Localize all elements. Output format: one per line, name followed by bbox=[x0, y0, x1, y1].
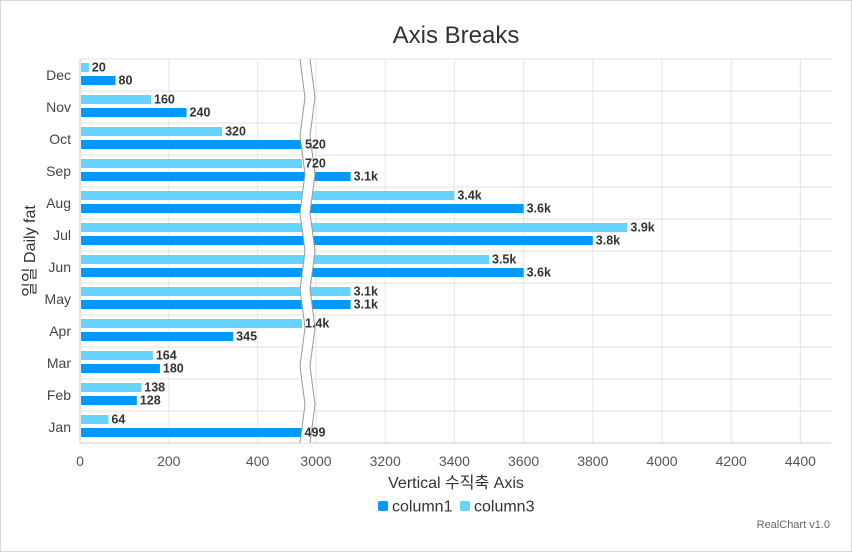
y-tick-label: May bbox=[45, 291, 71, 307]
bar-column1 bbox=[81, 108, 187, 117]
data-label: 1.4k bbox=[305, 317, 329, 331]
legend-marker bbox=[460, 501, 470, 511]
bar-column3 bbox=[81, 159, 302, 168]
x-tick-label: 4200 bbox=[716, 453, 747, 469]
credit-label: RealChart v1.0 bbox=[757, 519, 830, 531]
data-label: 3.6k bbox=[527, 202, 551, 216]
data-label: 160 bbox=[154, 93, 175, 107]
bar-column1 bbox=[81, 172, 351, 181]
bar-column3 bbox=[81, 95, 152, 104]
y-axis-ticks: Dec Nov Oct Sep Aug Jul Jun May Apr Mar Feb Jan bbox=[45, 67, 72, 435]
y-tick-label: Dec bbox=[46, 67, 71, 83]
x-axis-ticks: 0 200 400 3000 3200 3400 3600 3800 4000 4200 4400 bbox=[76, 453, 816, 469]
bar-column3 bbox=[81, 191, 455, 200]
bar-column1 bbox=[81, 76, 116, 85]
legend-label: column3 bbox=[474, 499, 535, 516]
x-tick-label: 400 bbox=[246, 453, 270, 469]
axis-break-fill bbox=[300, 59, 315, 443]
bar-column3 bbox=[81, 63, 89, 72]
data-label: 520 bbox=[305, 138, 326, 152]
bar-column3 bbox=[81, 287, 351, 296]
data-label: 80 bbox=[119, 74, 133, 88]
y-tick-label: Jun bbox=[48, 259, 71, 275]
bar-column1 bbox=[81, 364, 160, 373]
y-tick-label: Feb bbox=[47, 387, 71, 403]
axis-break-line bbox=[299, 58, 306, 444]
y-tick-label: Jan bbox=[48, 419, 71, 435]
axis-break bbox=[299, 58, 316, 444]
data-label: 3.6k bbox=[527, 266, 551, 280]
data-label: 499 bbox=[305, 426, 326, 440]
data-label: 3.5k bbox=[492, 253, 516, 267]
data-label: 240 bbox=[190, 106, 211, 120]
bar-column1 bbox=[81, 396, 137, 405]
y-tick-label: Sep bbox=[46, 163, 71, 179]
legend-marker bbox=[378, 501, 388, 511]
y-tick-label: Aug bbox=[46, 195, 71, 211]
data-label: 720 bbox=[305, 157, 326, 171]
x-tick-label: 0 bbox=[76, 453, 84, 469]
data-label: 3.9k bbox=[630, 221, 654, 235]
x-axis-title: Vertical 수직축 Axis bbox=[388, 474, 524, 492]
chart-title: Axis Breaks bbox=[393, 22, 520, 49]
bar-column1 bbox=[81, 140, 302, 149]
data-label: 3.1k bbox=[354, 285, 378, 299]
data-label: 128 bbox=[140, 394, 161, 408]
x-tick-label: 3600 bbox=[508, 453, 539, 469]
legend-item-column1: column1 bbox=[378, 499, 453, 516]
data-label: 320 bbox=[225, 125, 246, 139]
data-label: 3.8k bbox=[596, 234, 620, 248]
bar-column3 bbox=[81, 351, 153, 360]
bar-column3 bbox=[81, 383, 142, 392]
y-tick-label: Apr bbox=[49, 323, 71, 339]
bar-column3 bbox=[81, 223, 628, 232]
data-label: 3.1k bbox=[354, 170, 378, 184]
grid-lines bbox=[79, 58, 831, 444]
y-axis-title: 일일 Daily fat bbox=[21, 205, 39, 297]
data-label: 3.4k bbox=[457, 189, 481, 203]
data-label: 164 bbox=[156, 349, 177, 363]
y-tick-label: Nov bbox=[46, 99, 71, 115]
legend: column1 column3 bbox=[378, 499, 535, 516]
legend-item-column3: column3 bbox=[460, 499, 535, 516]
x-tick-label: 3200 bbox=[370, 453, 401, 469]
data-label: 345 bbox=[236, 330, 257, 344]
x-tick-label: 200 bbox=[157, 453, 181, 469]
y-tick-label: Jul bbox=[53, 227, 71, 243]
x-tick-label: 4400 bbox=[785, 453, 816, 469]
legend-label: column1 bbox=[392, 499, 453, 516]
bar-column1 bbox=[81, 236, 593, 245]
bar-column3 bbox=[81, 127, 223, 136]
bar-column3 bbox=[81, 415, 109, 424]
axis-break-line bbox=[309, 58, 316, 444]
data-label: 20 bbox=[92, 61, 106, 75]
data-label: 138 bbox=[144, 381, 165, 395]
data-label: 64 bbox=[111, 413, 125, 427]
bar-column3 bbox=[81, 319, 302, 328]
data-label: 3.1k bbox=[354, 298, 378, 312]
x-tick-label: 4000 bbox=[646, 453, 677, 469]
bar-column1 bbox=[81, 428, 302, 437]
x-tick-label: 3000 bbox=[300, 453, 331, 469]
x-tick-label: 3400 bbox=[439, 453, 470, 469]
y-tick-label: Mar bbox=[47, 355, 71, 371]
bar-column1 bbox=[81, 332, 234, 341]
data-label: 180 bbox=[163, 362, 184, 376]
bar-column3 bbox=[81, 255, 489, 264]
x-tick-label: 3800 bbox=[577, 453, 608, 469]
bar-column1 bbox=[81, 300, 351, 309]
data-labels: 20 80 160 240 320 520 720 3.1k 3.4k 3.6k 3.9k 3.8k 3… bbox=[92, 61, 655, 440]
y-tick-label: Oct bbox=[49, 131, 71, 147]
